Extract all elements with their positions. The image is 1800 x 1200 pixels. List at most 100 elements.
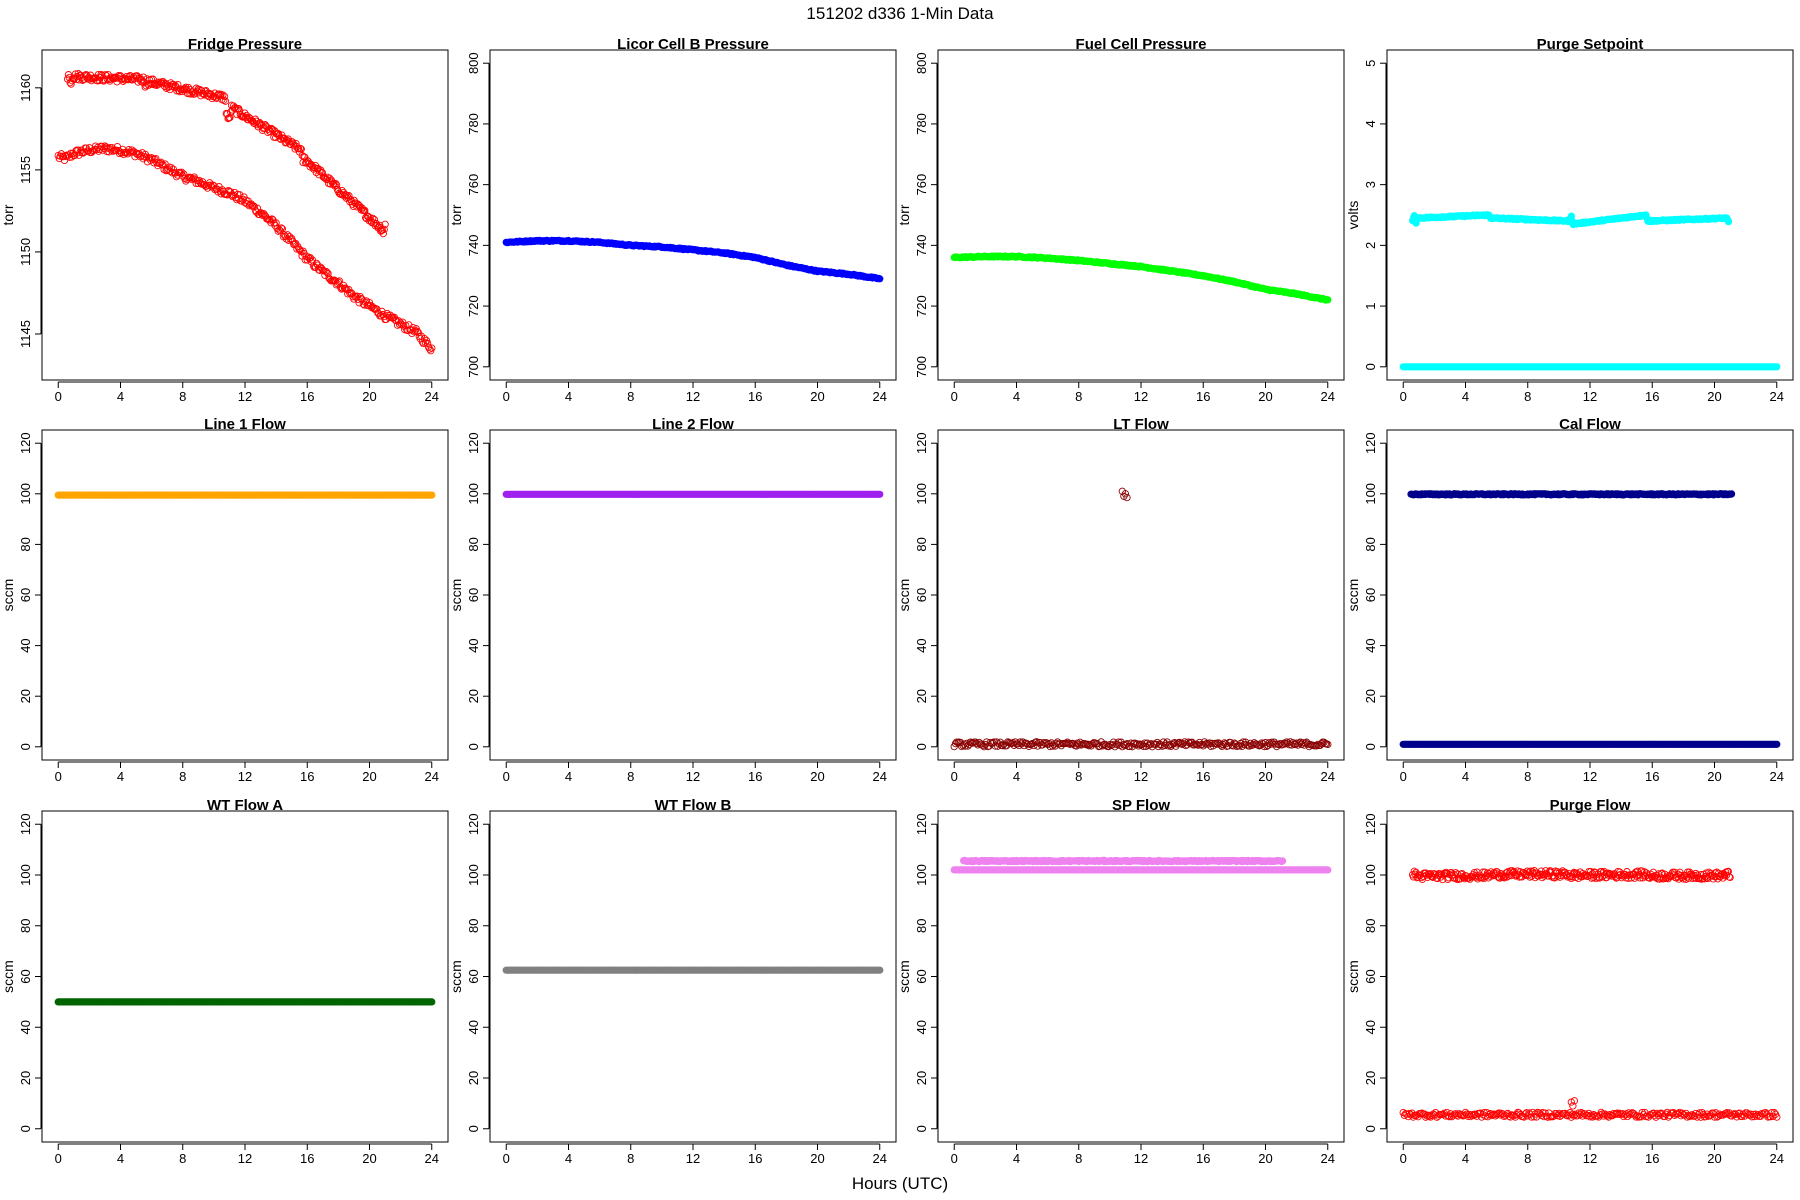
data-point xyxy=(260,124,268,132)
data-point xyxy=(424,343,433,351)
data-point xyxy=(276,134,284,143)
data-point xyxy=(418,338,427,346)
x-tick-label: 4 xyxy=(1462,389,1469,404)
x-tick-label: 4 xyxy=(1013,1151,1020,1166)
data-points xyxy=(54,69,436,355)
x-tick-label: 20 xyxy=(1258,1151,1272,1166)
y-tick-label: 60 xyxy=(18,588,33,602)
data-point xyxy=(137,77,145,85)
data-points xyxy=(54,998,436,1006)
x-tick-label: 0 xyxy=(951,769,958,784)
x-tick-label: 16 xyxy=(1196,769,1210,784)
y-tick-label: 40 xyxy=(1363,638,1378,652)
x-tick-label: 16 xyxy=(1196,1151,1210,1166)
x-tick-label: 0 xyxy=(1400,769,1407,784)
y-tick-label: 120 xyxy=(18,813,33,835)
y-tick-label: 80 xyxy=(914,919,929,933)
x-tick-label: 12 xyxy=(238,389,252,404)
data-point xyxy=(280,231,289,239)
y-tick-label: 60 xyxy=(1363,588,1378,602)
data-point xyxy=(246,201,254,209)
x-tick-label: 16 xyxy=(300,769,314,784)
y-tick-label: 0 xyxy=(18,743,33,750)
data-point xyxy=(307,258,316,266)
panel-title: Line 2 Flow xyxy=(652,416,734,433)
y-tick-label: 800 xyxy=(466,52,481,74)
y-axis-label: torr xyxy=(0,204,16,225)
y-tick-label: 20 xyxy=(914,1071,929,1085)
figure-title: 151202 d336 1-Min Data xyxy=(806,4,994,23)
y-tick-label: 720 xyxy=(466,295,481,317)
panel-title: Fridge Pressure xyxy=(188,36,302,53)
plot-frame xyxy=(489,49,897,381)
x-tick-label: 16 xyxy=(748,389,762,404)
x-tick-label: 16 xyxy=(1196,389,1210,404)
y-axis-label: sccm xyxy=(448,579,464,612)
x-tick-label: 8 xyxy=(1075,769,1082,784)
y-tick-label: 740 xyxy=(914,235,929,257)
y-tick-label: 120 xyxy=(1363,432,1378,454)
x-tick-label: 4 xyxy=(117,1151,124,1166)
y-tick-label: 100 xyxy=(914,483,929,505)
y-tick-label: 5 xyxy=(1363,60,1378,67)
data-points xyxy=(950,487,1332,751)
x-tick-label: 12 xyxy=(1583,769,1597,784)
plot-frame xyxy=(41,429,449,761)
y-tick-label: 0 xyxy=(1363,743,1378,750)
x-tick-label: 20 xyxy=(810,1151,824,1166)
data-point xyxy=(413,327,421,335)
y-tick-label: 0 xyxy=(914,743,929,750)
data-point xyxy=(205,92,213,101)
data-point xyxy=(259,124,268,133)
data-point xyxy=(136,74,144,82)
x-tick-label: 20 xyxy=(362,389,376,404)
x-tick-label: 20 xyxy=(362,1151,376,1166)
x-tick-label: 0 xyxy=(503,769,510,784)
data-point xyxy=(224,114,232,123)
x-tick-label: 8 xyxy=(1075,389,1082,404)
data-point xyxy=(312,259,321,268)
data-point xyxy=(377,227,385,235)
y-tick-label: 40 xyxy=(466,1020,481,1034)
y-tick-label: 100 xyxy=(466,483,481,505)
data-point xyxy=(366,214,374,222)
x-tick-label: 16 xyxy=(1645,389,1659,404)
x-tick-label: 0 xyxy=(951,1151,958,1166)
data-point xyxy=(876,966,884,974)
y-tick-label: 780 xyxy=(914,113,929,135)
y-tick-label: 20 xyxy=(18,1071,33,1085)
x-tick-label: 20 xyxy=(810,769,824,784)
y-tick-label: 20 xyxy=(914,689,929,703)
y-tick-label: 40 xyxy=(18,1020,33,1034)
data-point xyxy=(428,998,436,1006)
x-tick-label: 8 xyxy=(1524,389,1531,404)
panel-title: SP Flow xyxy=(1112,797,1170,814)
data-point xyxy=(221,97,230,105)
x-tick-label: 16 xyxy=(300,389,314,404)
y-tick-label: 760 xyxy=(914,174,929,196)
data-point xyxy=(277,224,285,232)
data-point xyxy=(220,92,229,101)
data-points xyxy=(1399,490,1781,748)
data-point xyxy=(352,293,360,301)
data-point xyxy=(402,321,410,330)
y-tick-label: 60 xyxy=(18,969,33,983)
x-tick-label: 12 xyxy=(1134,389,1148,404)
y-tick-label: 100 xyxy=(914,864,929,886)
y-tick-label: 720 xyxy=(914,295,929,317)
data-point xyxy=(207,181,215,189)
y-tick-label: 3 xyxy=(1363,181,1378,188)
x-tick-label: 12 xyxy=(1134,769,1148,784)
data-point xyxy=(261,121,269,129)
y-tick-label: 80 xyxy=(1363,537,1378,551)
x-tick-label: 16 xyxy=(748,769,762,784)
y-tick-label: 40 xyxy=(914,1020,929,1034)
panel-title: Fuel Cell Pressure xyxy=(1076,36,1207,53)
x-tick-label: 20 xyxy=(1707,389,1721,404)
x-tick-label: 4 xyxy=(565,1151,572,1166)
y-axis-label: volts xyxy=(1345,201,1361,230)
